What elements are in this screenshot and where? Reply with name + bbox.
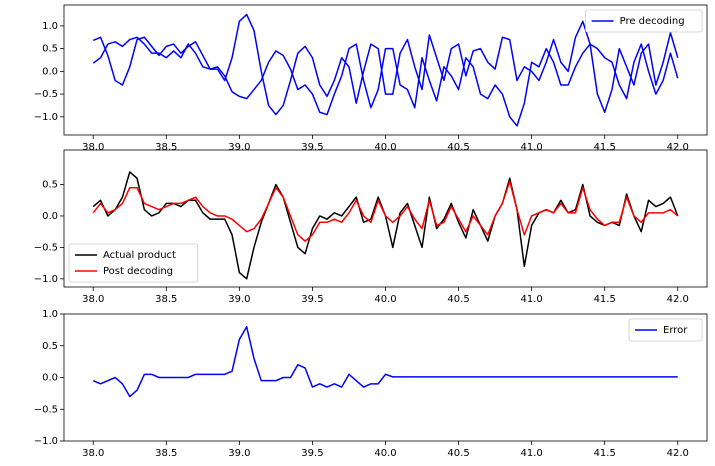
series-line <box>92 36 679 127</box>
y-tick-label: 0.5 <box>42 180 58 191</box>
subplot: 38.0 38.5 39.0 39.5 40.0 40.5 41.0 41.5 42.0 −1.0… <box>34 149 708 305</box>
x-tick-label: 38.0 <box>82 294 104 305</box>
legend-label: Post decoding <box>103 266 173 277</box>
x-tick-label: 38.5 <box>155 142 177 153</box>
y-tick-label: 1.0 <box>42 21 58 32</box>
plot-area <box>92 171 679 280</box>
plot-area <box>92 13 679 127</box>
x-tick-label: 39.0 <box>228 448 250 459</box>
x-tick-label: 40.0 <box>374 448 396 459</box>
subplot: 38.0 38.5 39.0 39.5 40.0 40.5 41.0 41.5 42.0 −1.0… <box>34 309 708 459</box>
plot-area <box>92 325 678 398</box>
x-tick-label: 40.5 <box>447 142 469 153</box>
y-tick-label: −0.5 <box>34 89 58 100</box>
legend: Actual product Post decoding <box>68 243 199 283</box>
legend: Pre decoding <box>585 9 703 33</box>
legend: Error <box>628 318 703 342</box>
x-tick-label: 42.0 <box>667 294 689 305</box>
x-tick-label: 41.5 <box>594 448 616 459</box>
series-line <box>92 13 679 116</box>
x-tick-label: 42.0 <box>667 142 689 153</box>
x-tick-label: 39.5 <box>301 448 323 459</box>
x-tick-label: 39.5 <box>301 142 323 153</box>
x-tick-label: 38.5 <box>155 448 177 459</box>
x-tick-label: 41.5 <box>594 142 616 153</box>
x-tick-label: 38.0 <box>82 142 104 153</box>
x-tick-label: 39.0 <box>228 142 250 153</box>
x-tick-label: 39.5 <box>301 294 323 305</box>
x-tick-label: 38.5 <box>155 294 177 305</box>
x-tick-label: 41.0 <box>521 294 543 305</box>
x-tick-label: 40.0 <box>374 294 396 305</box>
x-tick-label: 39.0 <box>228 294 250 305</box>
y-tick-label: −0.5 <box>34 242 58 253</box>
legend-box <box>628 318 703 342</box>
y-tick-label: 0.5 <box>42 44 58 55</box>
y-tick-label: 0.0 <box>42 373 58 384</box>
series-line <box>92 325 678 398</box>
legend-label: Actual product <box>103 250 176 261</box>
y-tick-label: 0.5 <box>42 341 58 352</box>
y-tick-label: 0.0 <box>42 66 58 77</box>
x-tick-label: 41.0 <box>521 142 543 153</box>
series-line <box>92 180 679 242</box>
x-tick-label: 41.0 <box>521 448 543 459</box>
x-tick-label: 38.0 <box>82 448 104 459</box>
x-tick-label: 40.5 <box>447 448 469 459</box>
y-tick-label: 0.0 <box>42 211 58 222</box>
x-tick-label: 42.0 <box>667 448 689 459</box>
y-tick-label: 1.0 <box>42 309 58 320</box>
legend-box <box>68 243 199 283</box>
x-tick-label: 40.0 <box>374 142 396 153</box>
x-tick-label: 41.5 <box>594 294 616 305</box>
y-tick-label: −0.5 <box>34 404 58 415</box>
subplot: 38.0 38.5 39.0 39.5 40.0 40.5 41.0 41.5 42.0 −1.0… <box>34 4 708 153</box>
legend-box <box>585 9 703 33</box>
legend-label: Pre decoding <box>620 16 685 27</box>
y-tick-label: −1.0 <box>34 436 58 447</box>
x-tick-label: 40.5 <box>447 294 469 305</box>
legend-label: Error <box>663 325 688 336</box>
y-tick-label: −1.0 <box>34 112 58 123</box>
y-tick-label: −1.0 <box>34 274 58 285</box>
